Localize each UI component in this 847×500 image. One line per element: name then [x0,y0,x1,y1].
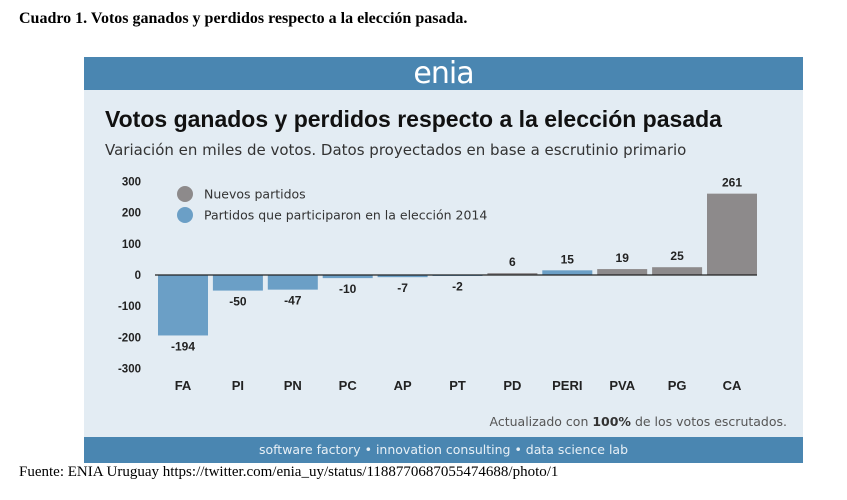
data-label: -194 [171,339,195,353]
bar-ap [377,275,428,278]
bar-ca [707,193,757,275]
category-label: PC [339,378,358,393]
bar-peri [542,270,593,275]
category-label: AP [394,378,412,393]
brand-logo: enia [413,56,474,91]
category-label: PN [284,378,302,393]
data-label: -7 [397,281,408,295]
legend-label: Partidos que participaron en la elección… [204,208,487,223]
bar-pg [652,267,703,275]
bar-pi [212,275,263,291]
legend-label: Nuevos partidos [204,187,306,202]
y-tick-label: 300 [122,177,141,189]
category-label: PERI [552,378,582,393]
y-tick-label: -200 [118,332,141,344]
y-tick-label: -100 [118,301,141,313]
y-tick-label: 100 [122,239,141,251]
category-label: PT [449,378,466,393]
bar-pva [597,269,648,275]
data-label: -10 [339,282,357,296]
data-label: 15 [561,252,575,266]
update-note: Actualizado con 100% de los votos escrut… [489,414,787,429]
bar-pn [267,275,318,290]
data-label: 19 [616,251,630,265]
data-label: -47 [284,294,302,308]
document-caption: Cuadro 1. Votos ganados y perdidos respe… [19,10,468,27]
chart-card: enia Votos ganados y perdidos respecto a… [84,57,803,463]
brand-footer: software factory • innovation consulting… [84,437,803,463]
data-label: 261 [722,176,742,190]
y-tick-label: 200 [122,208,141,220]
brand-header: enia [84,57,803,90]
category-label: PD [503,378,521,393]
data-label: 25 [670,249,684,263]
source-note: Fuente: ENIA Uruguay https://twitter.com… [19,464,559,480]
category-label: PVA [609,378,635,393]
chart-subtitle: Variación en miles de votos. Datos proye… [105,141,687,159]
category-label: PI [232,378,244,393]
category-label: PG [668,378,687,393]
data-label: 6 [509,255,516,269]
category-label: FA [175,378,192,393]
chart-title: Votos ganados y perdidos respecto a la e… [105,106,722,132]
legend-marker-old [177,207,193,223]
y-tick-label: -300 [118,364,141,376]
bar-fa [158,275,208,336]
legend-marker-new [177,186,193,202]
bar-pc [322,275,373,279]
bar-pd [487,273,538,275]
data-label: -2 [452,280,463,294]
bar-chart: 300 200 100 0 -100 -200 -300 -194 FA -50 PI -47 PN -1… [118,176,757,393]
category-label: CA [723,378,742,393]
y-tick-label: 0 [135,270,141,282]
data-label: -50 [229,295,247,309]
